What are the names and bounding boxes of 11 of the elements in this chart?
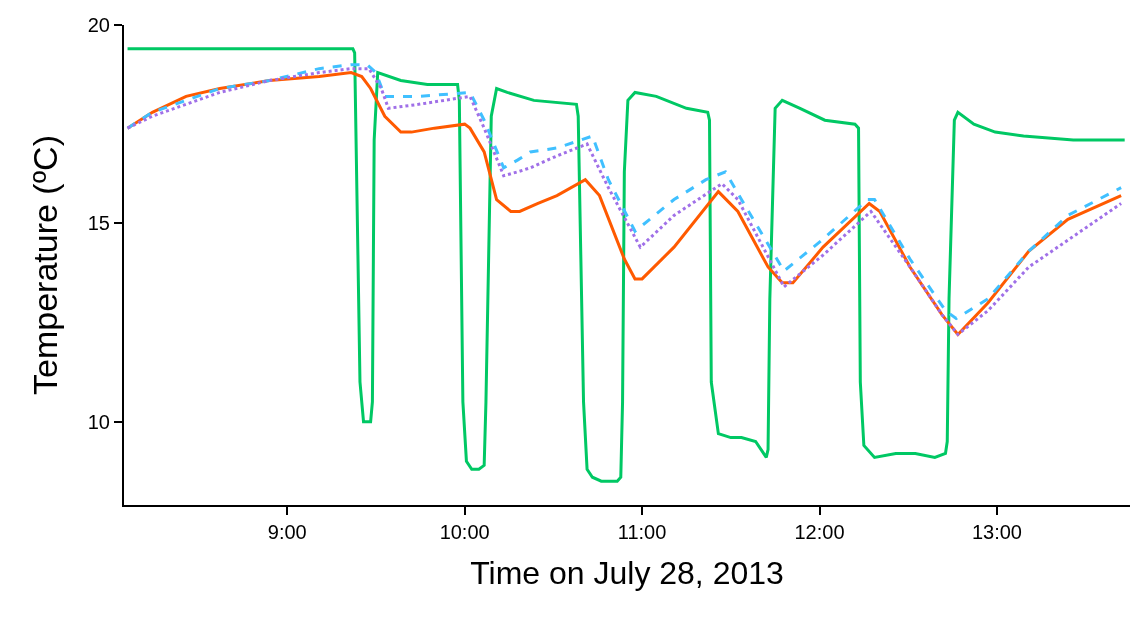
x-axis-title: Time on July 28, 2013: [470, 555, 784, 592]
y-tick-label: 15: [87, 212, 110, 235]
x-tick-label: 9:00: [267, 521, 307, 543]
y-tick-label: 20: [87, 14, 110, 36]
line-series: [126, 47, 1127, 483]
y-tick-label: 10: [87, 410, 110, 433]
x-tick-label: 13:00: [971, 521, 1022, 543]
x-tick-label: 10:00: [439, 521, 490, 543]
x-tick-label: 11:00: [617, 521, 667, 543]
x-tick-label: 12:00: [794, 521, 845, 543]
y-axis-title: Temperature (ºC): [25, 135, 64, 395]
